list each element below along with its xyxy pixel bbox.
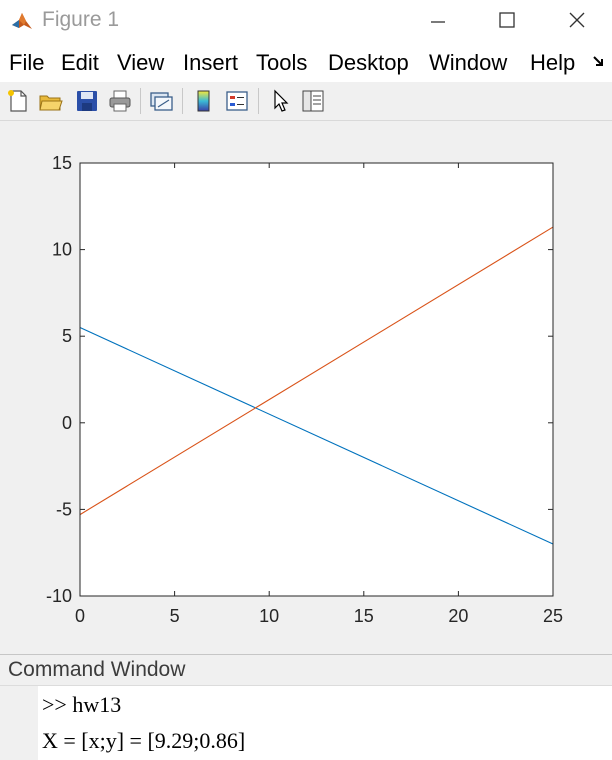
line-chart[interactable]: 0 5 10 15 20 25 -10 -5 0 5 10 15 [0,121,612,654]
x-tick-label: 20 [448,606,468,626]
axes-box [79,162,554,597]
open-file-icon[interactable] [38,88,64,114]
x-tick-label: 25 [543,606,563,626]
axes-background [80,163,553,596]
x-tick-label: 10 [259,606,279,626]
series-line-2 [79,226,554,516]
y-tick-label: 0 [62,413,72,433]
matlab-logo-icon [10,9,34,33]
toolbar-separator [258,88,259,114]
menu-edit[interactable]: Edit [61,50,99,75]
menu-tools[interactable]: Tools [256,50,308,75]
new-figure-icon[interactable] [5,88,31,114]
minimize-icon[interactable] [422,8,452,34]
link-plot-icon[interactable] [148,88,174,114]
menu-bar: File Edit View Insert Tools Desktop Wind… [0,42,612,82]
x-tick-label: 5 [170,606,180,626]
command-line: >> hw13 [42,692,122,717]
x-tick-label: 15 [354,606,374,626]
dock-arrow-icon[interactable] [592,54,608,70]
save-icon[interactable] [74,88,100,114]
command-window-body[interactable]: >> hw13 X = [x;y] = [9.29;0.86] [0,686,612,760]
menu-file[interactable]: File [9,50,45,75]
x-tick-label: 0 [75,606,85,626]
y-tick-label: 15 [52,153,72,173]
figure-toolbar [0,82,612,121]
property-inspector-icon[interactable] [300,88,326,114]
insert-legend-icon[interactable] [224,88,250,114]
menu-insert[interactable]: Insert [183,50,239,75]
y-tick-label: -5 [56,499,72,519]
edit-plot-icon[interactable] [268,88,294,114]
command-window-gutter [0,686,38,760]
menu-desktop[interactable]: Desktop [328,50,409,75]
command-window-header: Command Window [0,655,612,686]
insert-colorbar-icon[interactable] [191,88,217,114]
window-title: Figure 1 [42,8,120,31]
toolbar-separator [140,88,141,114]
y-tick-label: 10 [52,240,72,260]
figure-canvas: 0 5 10 15 20 25 -10 -5 0 5 10 15 [0,121,612,655]
close-icon[interactable] [562,8,592,34]
command-output-line: X = [x;y] = [9.29;0.86] [42,728,246,753]
command-window-title: Command Window [8,658,186,681]
menu-window[interactable]: Window [429,50,508,75]
menu-help[interactable]: Help [530,50,576,75]
title-bar: Figure 1 [0,0,612,42]
series-line-1 [79,327,554,545]
menu-view[interactable]: View [117,50,165,75]
y-tick-label: -10 [46,586,72,606]
y-tick-label: 5 [62,326,72,346]
toolbar-separator [182,88,183,114]
print-icon[interactable] [107,88,133,114]
maximize-icon[interactable] [492,8,522,34]
